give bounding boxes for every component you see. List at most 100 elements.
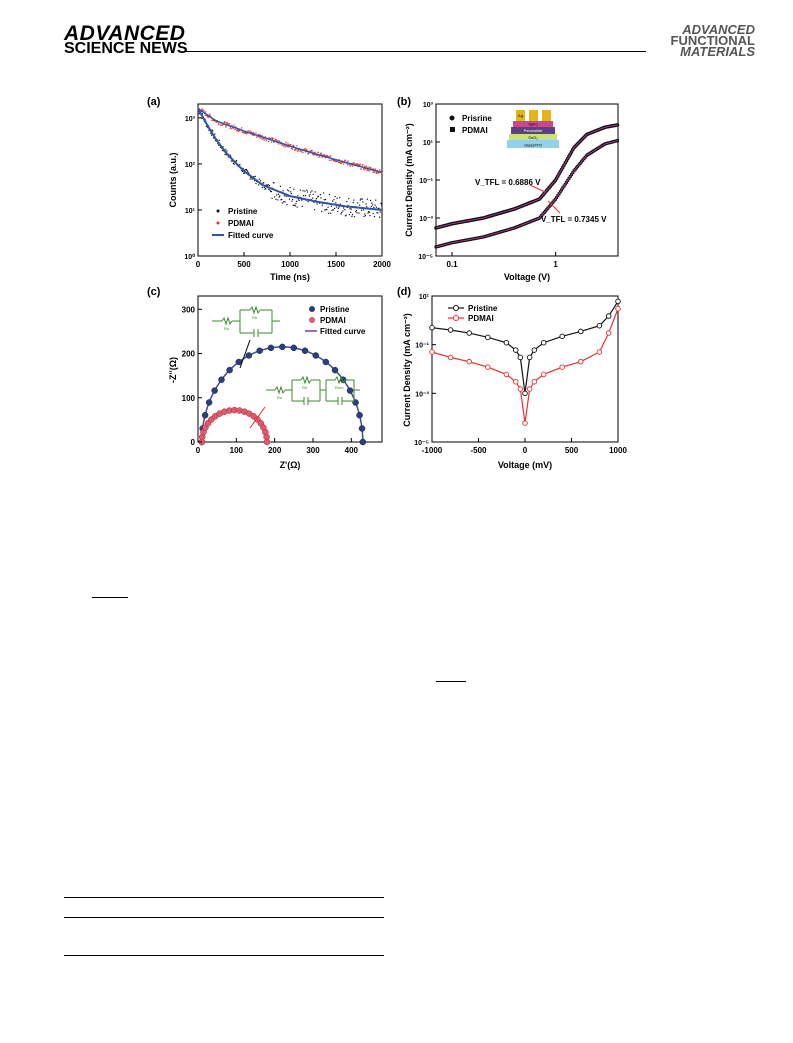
pristine-point — [205, 399, 213, 406]
pdmai-point — [291, 148, 293, 150]
pdmai-point — [231, 128, 233, 130]
pristine-point — [245, 352, 253, 359]
pristine-point — [243, 172, 245, 174]
pdmai-point — [353, 163, 355, 165]
pdmai-point — [281, 144, 283, 147]
pdmai-point — [615, 305, 621, 312]
tick-label: 1500 — [327, 260, 345, 269]
pdmai-point — [258, 134, 260, 136]
pdmai-point — [238, 129, 240, 132]
text-rule — [92, 597, 128, 598]
pristine-point — [290, 344, 298, 352]
pdmai-point — [531, 378, 538, 385]
pdmai-point — [215, 121, 217, 124]
pdmai-point — [224, 121, 226, 123]
pristine-point — [359, 438, 367, 446]
tick-label: 10⁻⁵ — [414, 440, 429, 447]
pdmai-point — [245, 131, 247, 134]
pristine-point — [368, 211, 370, 213]
pdmai-point — [312, 154, 314, 156]
pristine-point — [279, 185, 282, 188]
pristine-point — [296, 206, 298, 208]
pristine-point — [312, 352, 320, 359]
tick-label: 200 — [182, 350, 196, 359]
pristine-point — [335, 202, 337, 204]
pristine-point — [270, 190, 273, 193]
pristine-point — [251, 178, 253, 180]
pdmai-point — [372, 171, 374, 173]
circuit-2-rs: Rs — [277, 395, 282, 400]
pdmai-point — [339, 161, 341, 164]
pdmai-point — [268, 140, 270, 143]
pristine-point — [265, 188, 267, 190]
pdmai-point — [319, 155, 321, 157]
legend-c-fit: Fitted curve — [320, 327, 366, 336]
pdmai-point — [362, 164, 364, 166]
pristine-point — [324, 209, 326, 211]
pristine-point — [284, 201, 286, 203]
pdmai-point — [287, 142, 289, 144]
pdmai-point — [306, 149, 308, 152]
pristine-point — [304, 195, 307, 197]
pristine-point — [233, 163, 235, 165]
pristine-point — [246, 170, 249, 172]
pristine-point — [232, 162, 235, 164]
pristine-point — [275, 194, 278, 196]
panel-a: (a) 0 500 1000 1500 2000 10⁰ 10¹ 10² 10³ Time (n… — [147, 96, 391, 282]
tick-label: 100 — [230, 446, 244, 455]
legend-d-pristine-marker — [453, 305, 459, 311]
pdmai-point — [241, 131, 243, 133]
panel-c-label: (c) — [147, 286, 161, 298]
pristine-point — [252, 176, 254, 178]
pdmai-point — [313, 153, 316, 156]
pristine-point — [297, 195, 299, 197]
circuit-1-rs: Rs — [224, 326, 229, 331]
pristine-point — [323, 199, 325, 201]
pdmai-point — [217, 123, 220, 125]
pristine-point — [358, 425, 366, 432]
pristine-point — [266, 185, 269, 187]
pdmai-point — [206, 115, 208, 117]
pristine-point — [201, 113, 204, 115]
pristine-point — [339, 203, 341, 205]
pdmai-point — [223, 121, 226, 123]
tick-label: 0 — [523, 446, 528, 455]
tick-label: 0 — [196, 260, 201, 269]
tick-label: 10¹ — [423, 140, 434, 147]
pristine-point — [268, 184, 271, 187]
pristine-point — [272, 182, 274, 184]
panel-c-xlabel: Z'(Ω) — [280, 460, 301, 470]
pdmai-point — [380, 170, 382, 172]
pristine-point — [369, 214, 371, 217]
pdmai-point — [295, 148, 297, 150]
pdmai-point — [429, 349, 435, 355]
pdmai-point — [227, 123, 229, 125]
pristine-point — [212, 137, 215, 139]
pdmai-point — [503, 371, 510, 378]
pristine-point — [375, 206, 377, 208]
pdmai-point — [309, 150, 311, 152]
pristine-point — [373, 215, 376, 218]
pristine-point — [531, 347, 538, 353]
pristine-point — [210, 134, 213, 136]
pristine-point — [615, 298, 621, 305]
pristine-point — [368, 210, 370, 213]
tick-label: 500 — [237, 260, 251, 269]
pdmai-point — [375, 169, 377, 171]
pdmai-point — [211, 119, 213, 121]
pdmai-point — [447, 354, 454, 361]
pdmai-point — [235, 126, 237, 128]
pristine-point — [286, 204, 288, 206]
pdmai-point — [247, 132, 249, 134]
pristine-point — [301, 347, 309, 354]
legend-a-fit: Fitted curve — [228, 231, 274, 240]
legend-a-pdmai-marker — [216, 221, 220, 225]
pristine-point — [372, 212, 374, 215]
pristine-point — [290, 192, 292, 195]
pdmai-point — [372, 168, 375, 170]
tick-label: 2000 — [373, 260, 391, 269]
tick-label: 10¹ — [185, 208, 196, 215]
legend-c-pristine-marker — [309, 306, 315, 312]
pdmai-point — [272, 137, 274, 139]
